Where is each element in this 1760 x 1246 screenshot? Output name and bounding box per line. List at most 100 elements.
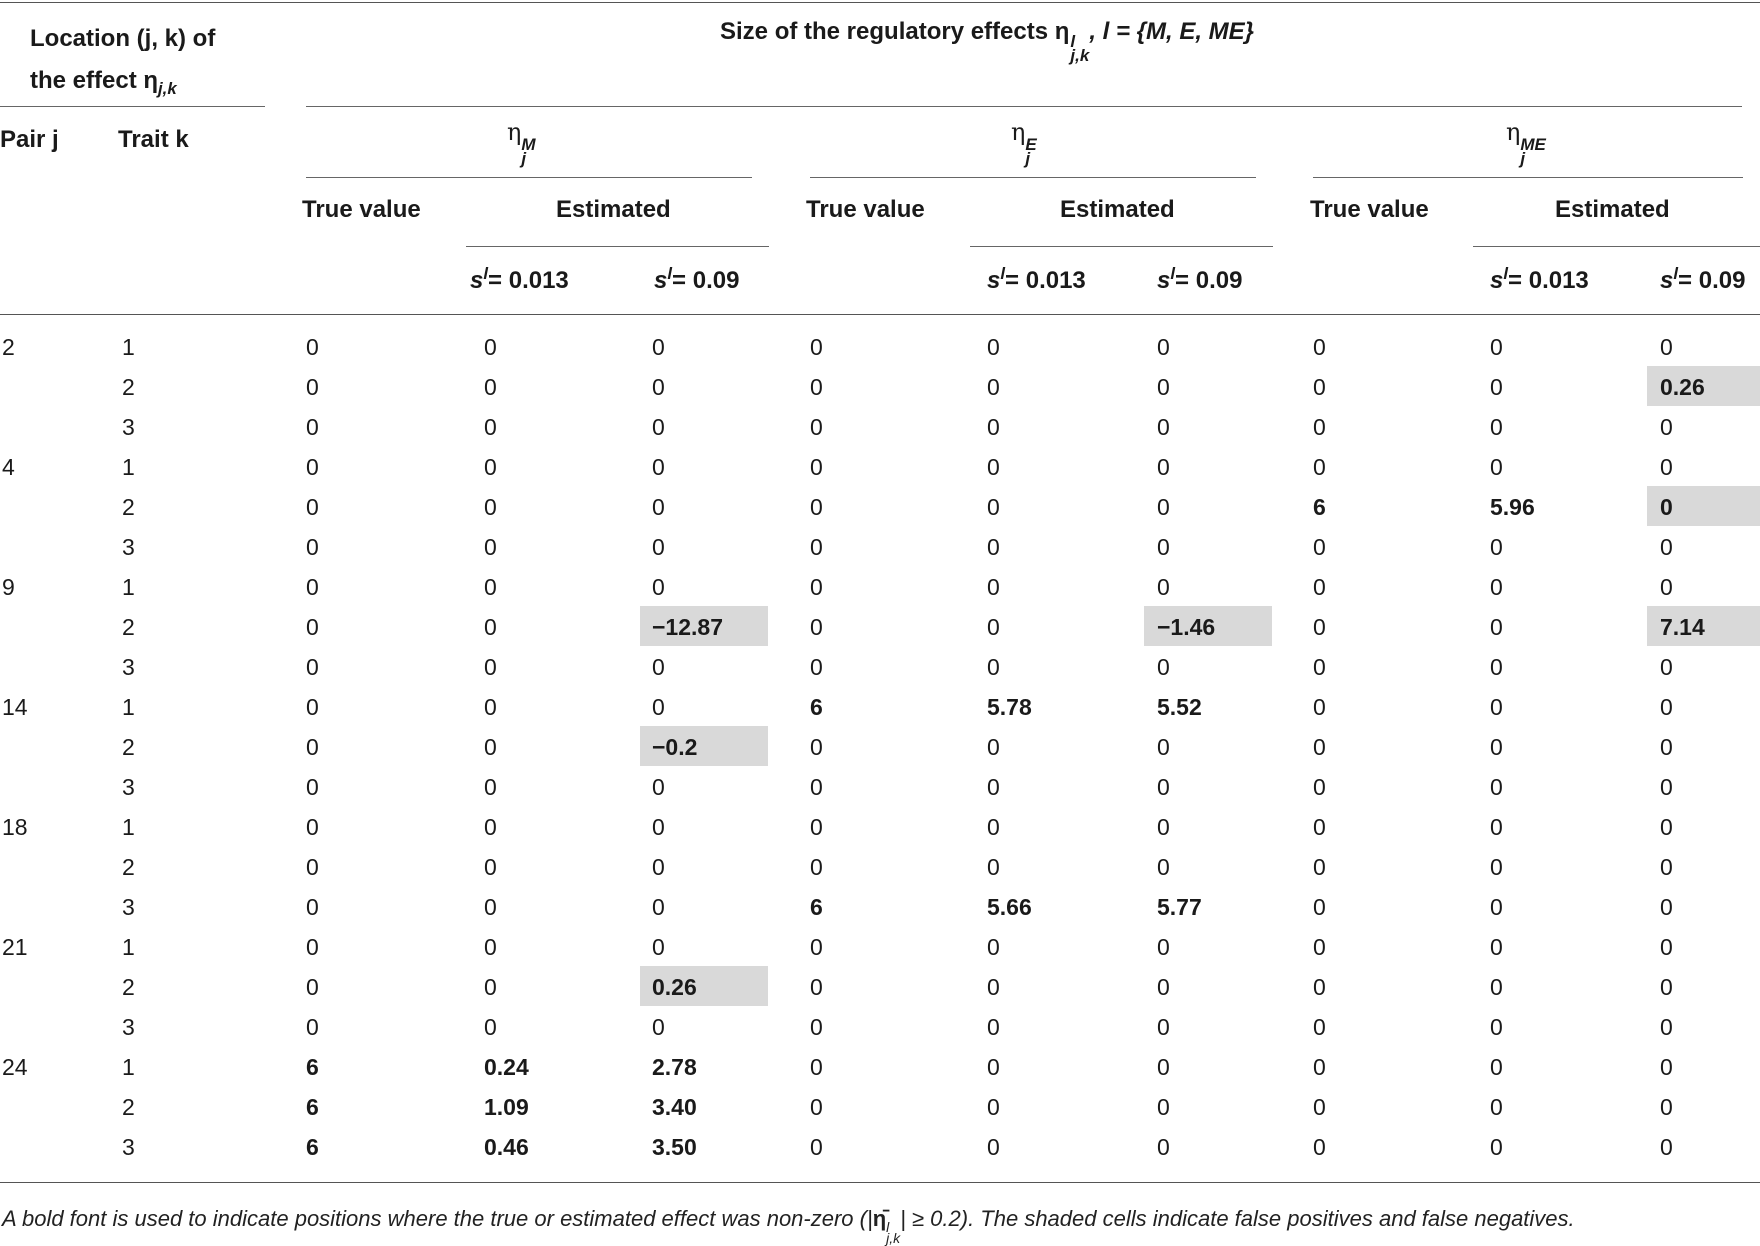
value-cell: 0 (810, 454, 823, 480)
value-cell: 0 (987, 774, 1000, 800)
value-cell: 6 (306, 1094, 319, 1120)
value-cell: 0 (1313, 734, 1326, 760)
true-value-e: True value (806, 196, 925, 223)
shaded-cell (1647, 486, 1760, 526)
size-sup: l (1070, 32, 1076, 51)
value-cell: 0 (1313, 614, 1326, 640)
trait-cell: 2 (122, 974, 135, 1000)
value-cell: 0 (1313, 894, 1326, 920)
value-cell: 0 (1490, 574, 1503, 600)
value-cell: 0 (987, 1014, 1000, 1040)
value-cell: 0 (306, 454, 319, 480)
value-cell: 0 (1490, 374, 1503, 400)
pair-header: Pair j (0, 126, 59, 153)
value-cell: 0 (987, 654, 1000, 680)
value-cell: 0 (1660, 974, 1673, 1000)
s-header-m-2: sl= 0.09 (654, 264, 740, 294)
footnote: A bold font is used to indicate position… (2, 1206, 1575, 1246)
trait-cell: 2 (122, 494, 135, 520)
value-cell: 5.77 (1157, 894, 1202, 920)
value-cell: 0 (1490, 654, 1503, 680)
value-cell: 0 (484, 614, 497, 640)
location-line2: the effect η (30, 67, 159, 94)
location-underline (0, 106, 265, 107)
value-cell: 0 (1313, 334, 1326, 360)
value-cell: 0 (987, 494, 1000, 520)
value-cell: 0 (810, 774, 823, 800)
trait-cell: 2 (122, 614, 135, 640)
value-cell: 0 (306, 734, 319, 760)
value-cell: 6 (306, 1054, 319, 1080)
value-cell: 0 (987, 374, 1000, 400)
value-cell: 0 (1490, 854, 1503, 880)
value-cell: 0 (484, 854, 497, 880)
value-cell: 0 (1490, 1014, 1503, 1040)
value-cell: 5.78 (987, 694, 1032, 720)
size-set: , l = {M, E, ME} (1089, 18, 1255, 45)
trait-cell: 2 (122, 1094, 135, 1120)
trait-cell: 2 (122, 854, 135, 880)
trait-cell: 3 (122, 534, 135, 560)
value-cell: 0 (1157, 1094, 1170, 1120)
value-cell: 0 (987, 854, 1000, 880)
value-cell: 0 (306, 534, 319, 560)
value-cell: 0 (1157, 454, 1170, 480)
value-cell: 0 (1157, 1054, 1170, 1080)
trait-cell: 1 (122, 934, 135, 960)
value-cell: 0 (1157, 774, 1170, 800)
s-header-e-2: sl= 0.09 (1157, 264, 1243, 294)
value-cell: 0 (1660, 1054, 1673, 1080)
value-cell: 0 (987, 1094, 1000, 1120)
estimated-me-underline (1473, 246, 1760, 247)
value-cell: 0 (1313, 574, 1326, 600)
value-cell: 0 (652, 374, 665, 400)
value-cell: 0.26 (1660, 374, 1705, 400)
value-cell: 0 (1660, 1014, 1673, 1040)
location-sub: j,k (158, 78, 177, 98)
value-cell: 6 (810, 894, 823, 920)
pair-cell: 4 (2, 454, 15, 480)
value-cell: 0 (306, 774, 319, 800)
trait-cell: 3 (122, 1014, 135, 1040)
value-cell: 0 (1157, 414, 1170, 440)
value-cell: 0 (810, 374, 823, 400)
value-cell: 0 (484, 1014, 497, 1040)
location-header: Location (j, k) of the effect ηj,k (30, 18, 215, 110)
value-cell: 0 (1490, 1134, 1503, 1160)
value-cell: 0 (1660, 574, 1673, 600)
value-cell: 0 (810, 494, 823, 520)
value-cell: 0 (1157, 574, 1170, 600)
value-cell: 0 (1660, 654, 1673, 680)
value-cell: 0 (987, 814, 1000, 840)
value-cell: 0 (306, 694, 319, 720)
shaded-cell (1647, 606, 1760, 646)
s-header-e-1: sl= 0.013 (987, 264, 1086, 294)
value-cell: 3.40 (652, 1094, 697, 1120)
trait-cell: 3 (122, 1134, 135, 1160)
value-cell: 0 (484, 774, 497, 800)
value-cell: 0.24 (484, 1054, 529, 1080)
pair-cell: 2 (2, 334, 15, 360)
value-cell: 0 (810, 574, 823, 600)
value-cell: 0 (1660, 894, 1673, 920)
value-cell: 0 (484, 494, 497, 520)
value-cell: 0 (1313, 694, 1326, 720)
s-header-me-2: sl= 0.09 (1660, 264, 1746, 294)
value-cell: 0 (1313, 1014, 1326, 1040)
size-underline (306, 106, 1742, 107)
value-cell: 0 (1490, 454, 1503, 480)
value-cell: 0 (484, 374, 497, 400)
value-cell: 0 (484, 534, 497, 560)
value-cell: 0 (1313, 1054, 1326, 1080)
value-cell: 0 (1660, 694, 1673, 720)
value-cell: 0 (1313, 534, 1326, 560)
value-cell: 0 (987, 454, 1000, 480)
value-cell: 0 (1660, 334, 1673, 360)
value-cell: 0 (652, 654, 665, 680)
value-cell: 0 (484, 414, 497, 440)
value-cell: 0 (810, 934, 823, 960)
estimated-m: Estimated (556, 196, 671, 223)
value-cell: 0 (652, 1014, 665, 1040)
value-cell: 0 (987, 1134, 1000, 1160)
